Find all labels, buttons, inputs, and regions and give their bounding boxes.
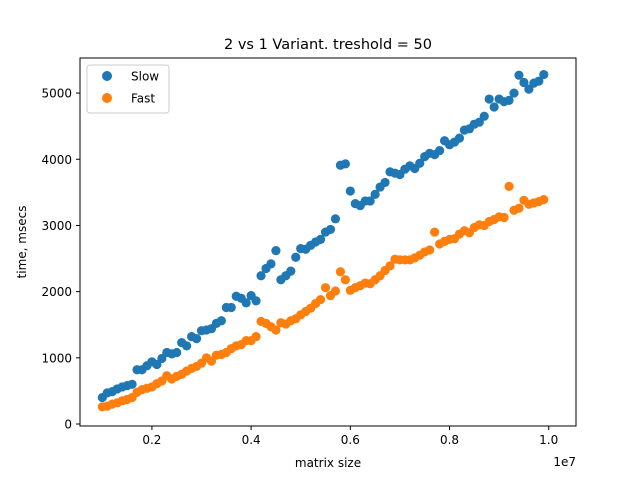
x-tick-label-4: 1.0 <box>539 433 558 447</box>
point-slow-55 <box>370 189 380 199</box>
point-fast-82 <box>504 181 514 191</box>
point-slow-83 <box>509 88 519 98</box>
x-tick-label-0: 0.2 <box>142 433 161 447</box>
point-slow-88 <box>534 76 544 86</box>
point-slow-85 <box>519 77 529 88</box>
point-slow-19 <box>191 334 202 344</box>
point-slow-6 <box>127 379 137 389</box>
y-axis-label: time, msecs <box>15 206 29 279</box>
y-tick-label-0: 0 <box>64 418 72 432</box>
point-fast-58 <box>385 261 395 271</box>
point-slow-32 <box>256 271 266 281</box>
y-tick-label-1: 1000 <box>41 351 72 365</box>
point-fast-49 <box>340 275 350 285</box>
point-fast-35 <box>271 325 281 335</box>
point-fast-67 <box>430 227 440 237</box>
point-slow-77 <box>479 111 489 121</box>
x-tick-label-1: 0.4 <box>242 433 261 447</box>
point-slow-31 <box>251 296 261 306</box>
legend-marker-fast <box>102 93 112 103</box>
point-slow-79 <box>489 102 499 112</box>
point-slow-34 <box>266 259 276 269</box>
plot-frame <box>79 57 577 427</box>
point-slow-47 <box>330 214 341 224</box>
point-slow-46 <box>325 224 336 235</box>
point-slow-49 <box>340 159 350 169</box>
point-slow-38 <box>286 266 296 276</box>
point-fast-47 <box>330 286 341 296</box>
point-fast-81 <box>499 212 509 223</box>
y-tick-label-3: 3000 <box>41 219 72 233</box>
point-fast-45 <box>320 283 331 293</box>
point-slow-35 <box>271 246 281 256</box>
point-slow-89 <box>539 69 549 80</box>
chart-title: 2 vs 1 Variant. treshold = 50 <box>224 37 432 53</box>
point-slow-26 <box>226 302 236 313</box>
point-slow-68 <box>435 146 445 156</box>
point-slow-24 <box>216 316 226 326</box>
point-slow-50 <box>345 186 355 196</box>
point-fast-31 <box>251 332 261 342</box>
x-axis-label: matrix size <box>295 456 361 470</box>
point-slow-64 <box>415 158 425 168</box>
legend-marker-slow <box>102 71 112 81</box>
point-slow-84 <box>514 70 524 80</box>
legend-label-fast: Fast <box>131 92 155 106</box>
legend: Slow Fast <box>86 64 170 114</box>
x-tick-label-2: 0.6 <box>341 433 360 447</box>
point-slow-17 <box>182 341 192 351</box>
y-ticks: 0 1000 2000 3000 4000 5000 <box>41 87 80 432</box>
x-offset-label: 1e7 <box>553 455 576 469</box>
point-fast-44 <box>315 294 326 305</box>
point-fast-84 <box>514 203 524 213</box>
point-slow-29 <box>241 298 251 308</box>
point-slow-44 <box>315 234 326 244</box>
point-fast-48 <box>335 267 345 277</box>
point-slow-57 <box>380 177 390 188</box>
point-slow-54 <box>365 196 375 206</box>
point-slow-82 <box>504 95 514 105</box>
legend-label-slow: Slow <box>131 70 159 84</box>
points-layer <box>97 69 549 412</box>
point-slow-39 <box>291 252 301 262</box>
y-tick-label-4: 4000 <box>41 153 72 167</box>
point-fast-89 <box>539 195 549 205</box>
point-slow-72 <box>454 133 465 143</box>
y-tick-label-2: 2000 <box>41 285 72 299</box>
point-slow-78 <box>484 94 494 104</box>
point-fast-66 <box>425 245 435 255</box>
x-ticks: 0.2 0.4 0.6 0.8 1.0 <box>142 426 558 447</box>
y-tick-label-5: 5000 <box>41 87 72 101</box>
x-tick-label-3: 0.8 <box>440 433 459 447</box>
point-slow-15 <box>172 347 182 358</box>
